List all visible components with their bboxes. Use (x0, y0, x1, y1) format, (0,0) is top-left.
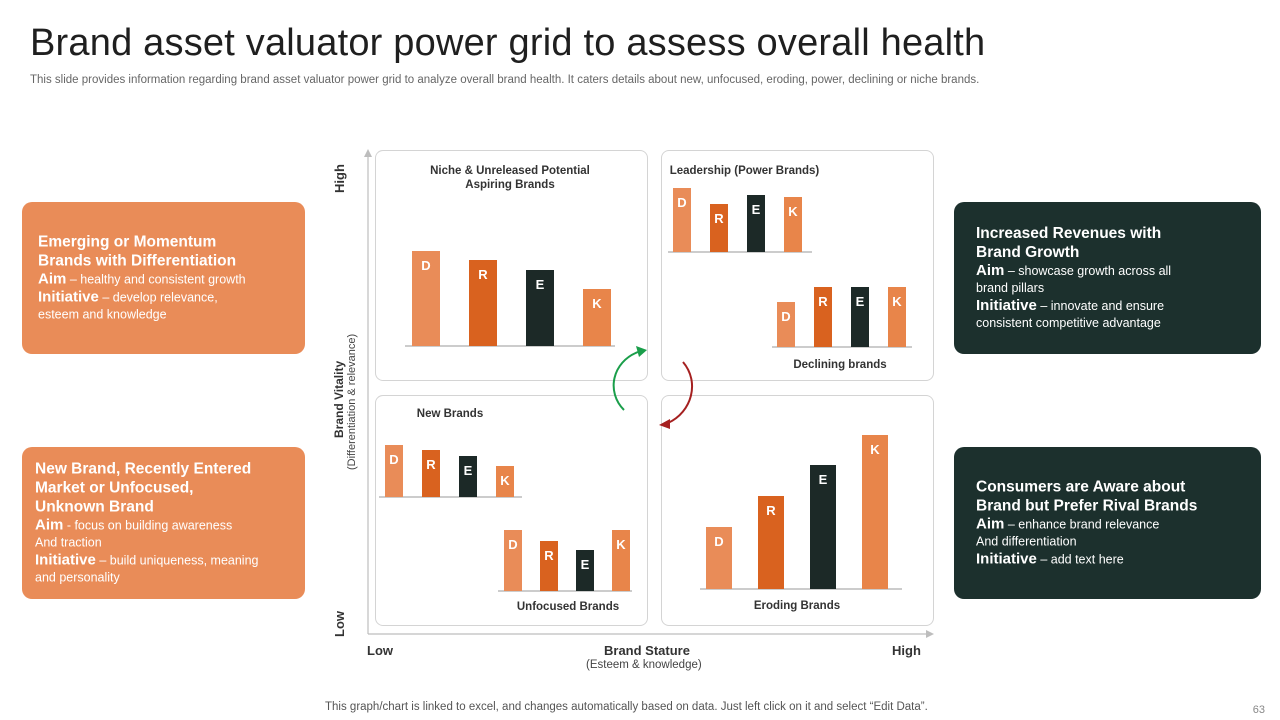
card-heading: New Brand, Recently Entered Market or Un… (35, 460, 252, 516)
label-declining: Declining brands (793, 359, 887, 371)
y-axis-subtitle: (Differentiation & relevance) (346, 333, 358, 470)
label-new: New Brands (416, 408, 484, 420)
x-axis-subtitle: (Esteem & knowledge) (586, 659, 702, 671)
quadrant-leadership (661, 150, 934, 381)
card-increased-revenues: Increased Revenues with Brand Growth Aim… (954, 202, 1261, 354)
card-heading: Emerging or Momentum Brands with Differe… (38, 233, 237, 270)
x-axis-title: Brand Stature (604, 643, 690, 658)
label-unfocused: Unfocused Brands (516, 601, 620, 613)
label-niche: Niche & Unreleased Potential Aspiring Br… (430, 165, 590, 191)
card-new-brand: New Brand, Recently Entered Market or Un… (22, 447, 305, 599)
x-axis-arrow (926, 630, 934, 638)
y-axis-arrow (364, 149, 372, 157)
card-emerging-brands: Emerging or Momentum Brands with Differe… (22, 202, 305, 354)
card-aim: Aim – showcase growth across all (976, 262, 1172, 279)
quadrant-new (375, 395, 648, 626)
page-title: Brand asset valuator power grid to asses… (30, 22, 986, 64)
card-aim: Aim – healthy and consistent growth (38, 270, 246, 288)
y-axis-low-label: Low (332, 611, 347, 637)
page-subtitle: This slide provides information regardin… (30, 74, 980, 86)
card-initiative: Initiative – add text here (976, 550, 1124, 568)
card-heading: Consumers are Aware about Brand but Pref… (976, 478, 1198, 515)
card-initiative: Initiative – develop relevance, (38, 288, 218, 306)
card-aim: Aim - focus on building awareness (35, 516, 233, 534)
card-consumers-aware: Consumers are Aware about Brand but Pref… (954, 447, 1261, 599)
page-number: 63 (1252, 704, 1265, 716)
label-leadership: Leadership (Power Brands) (669, 165, 820, 177)
quadrant-eroding (661, 395, 934, 626)
card-heading: Increased Revenues with Brand Growth (976, 225, 1162, 261)
y-axis-high-label: High (332, 164, 347, 193)
x-axis-high-label: High (892, 643, 921, 658)
y-axis-title: Brand Vitality (332, 360, 346, 438)
label-eroding: Eroding Brands (753, 600, 841, 612)
card-aim: Aim – enhance brand relevance (976, 515, 1160, 533)
card-initiative: Initiative – build uniqueness, meaning (35, 551, 259, 569)
card-initiative: Initiative – innovate and ensure (976, 297, 1165, 314)
x-axis-low-label: Low (367, 643, 393, 658)
footer-note: This graph/chart is linked to excel, and… (325, 701, 928, 713)
